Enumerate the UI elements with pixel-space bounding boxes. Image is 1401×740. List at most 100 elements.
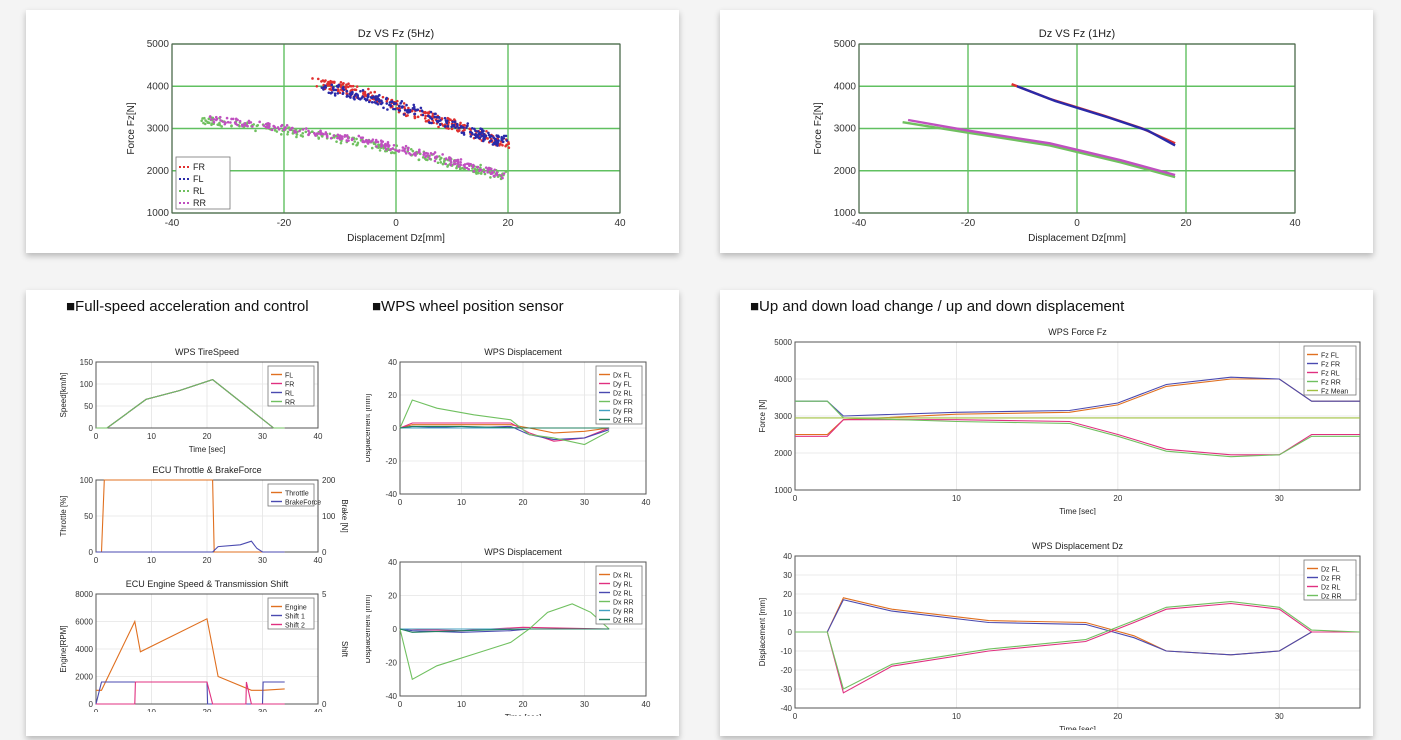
data-point	[376, 97, 380, 101]
data-point	[345, 95, 349, 98]
data-point	[480, 131, 484, 134]
legend-entry: RL	[285, 391, 294, 398]
data-point	[445, 121, 449, 125]
data-point	[404, 152, 408, 155]
data-point	[483, 172, 487, 176]
data-point	[465, 126, 468, 129]
y-tick-label: -40	[385, 490, 397, 499]
data-point	[451, 120, 454, 124]
data-point	[331, 80, 335, 84]
data-point	[361, 89, 365, 92]
x-tick-label: 20	[1180, 218, 1192, 229]
data-point	[463, 165, 467, 169]
data-point	[361, 95, 364, 98]
data-point	[495, 172, 498, 175]
x-tick-label: 0	[94, 556, 99, 565]
data-point	[403, 150, 407, 153]
legend-box	[595, 365, 643, 425]
y-axis-label: Throttle [%]	[59, 496, 68, 537]
data-point	[420, 109, 424, 112]
legend-entry: Dz RR	[613, 618, 634, 625]
data-point	[394, 148, 397, 152]
x-tick-label: 40	[642, 498, 651, 507]
data-point	[320, 135, 324, 138]
data-point	[397, 108, 401, 112]
y2-axis-label: Shift	[340, 641, 349, 658]
data-point	[395, 144, 399, 147]
data-point	[208, 115, 212, 118]
y-tick-label: 4000	[774, 375, 792, 384]
data-point	[286, 133, 289, 136]
data-point	[335, 84, 339, 88]
data-point	[395, 106, 399, 110]
series-line-dz-rl	[795, 602, 1360, 694]
x-tick-label: 0	[398, 498, 403, 507]
legend: Fz FL Fz FR Fz RL Fz RR Fz Mean	[1303, 345, 1357, 396]
data-point	[369, 140, 373, 143]
legend-box	[595, 565, 643, 625]
data-point	[219, 119, 222, 122]
data-point	[493, 137, 497, 141]
x-tick-label: 20	[203, 556, 212, 565]
x-tick-label: -20	[961, 218, 976, 229]
data-point	[399, 102, 402, 105]
x-tick-label: 10	[147, 708, 156, 712]
legend-entry: Dz RR	[1321, 594, 1342, 601]
data-point	[476, 135, 480, 139]
data-point	[388, 148, 392, 152]
x-tick-label: 10	[147, 556, 156, 565]
data-point	[405, 103, 408, 107]
data-point	[370, 100, 374, 104]
data-point	[212, 120, 216, 124]
data-point	[493, 168, 497, 172]
data-point	[280, 124, 283, 128]
data-point	[470, 126, 474, 130]
data-point	[440, 117, 444, 120]
y-tick-label: 2000	[834, 166, 857, 177]
data-point	[433, 159, 437, 163]
data-point	[468, 164, 471, 168]
series-line-shift-2	[96, 681, 285, 705]
x-axis-label: Displacement Dz[mm]	[1028, 233, 1126, 244]
data-point	[446, 125, 450, 128]
panel-dz1: -40 -20 0 20 40 1000 2000 3000 4000 5000 Dz VS Fz …	[720, 10, 1373, 253]
data-point	[428, 121, 432, 125]
data-point	[291, 126, 294, 130]
y2-axis-label: Brake [N]	[340, 499, 349, 532]
data-point	[448, 158, 451, 162]
data-point	[247, 121, 251, 125]
data-point	[346, 85, 350, 89]
data-point	[424, 114, 427, 118]
data-point	[439, 161, 443, 164]
legend: Dz FL Dz FR Dz RL Dz RR	[1303, 559, 1357, 601]
data-point	[446, 164, 450, 167]
data-point	[460, 166, 464, 170]
series-line-fz-rr	[795, 400, 1360, 458]
data-point	[336, 136, 339, 140]
y2-tick-label: 0	[322, 548, 327, 557]
x-tick-label: 10	[952, 494, 961, 503]
data-point	[210, 123, 213, 127]
y2-tick-label: 100	[322, 512, 336, 521]
data-point	[429, 152, 433, 155]
data-point	[443, 125, 447, 128]
data-point	[377, 100, 381, 103]
data-point	[501, 144, 504, 147]
data-point	[359, 89, 362, 93]
panel-dz5: -40 -20 0 20 40 1000 2000 3000 4000 5000 Dz VS Fz …	[26, 10, 679, 253]
data-point	[356, 96, 360, 100]
data-point	[459, 158, 463, 161]
data-point	[218, 115, 222, 119]
data-point	[216, 123, 219, 126]
data-point	[375, 145, 378, 148]
y-tick-label: 0	[393, 424, 398, 433]
data-point	[407, 106, 410, 110]
y-tick-label: 6000	[75, 618, 93, 627]
data-point	[359, 136, 363, 140]
data-point	[390, 151, 394, 154]
data-point	[397, 104, 401, 108]
data-point	[388, 101, 392, 104]
data-point	[434, 112, 437, 116]
legend-entry: Shift 1	[285, 614, 305, 621]
data-point	[369, 96, 373, 99]
